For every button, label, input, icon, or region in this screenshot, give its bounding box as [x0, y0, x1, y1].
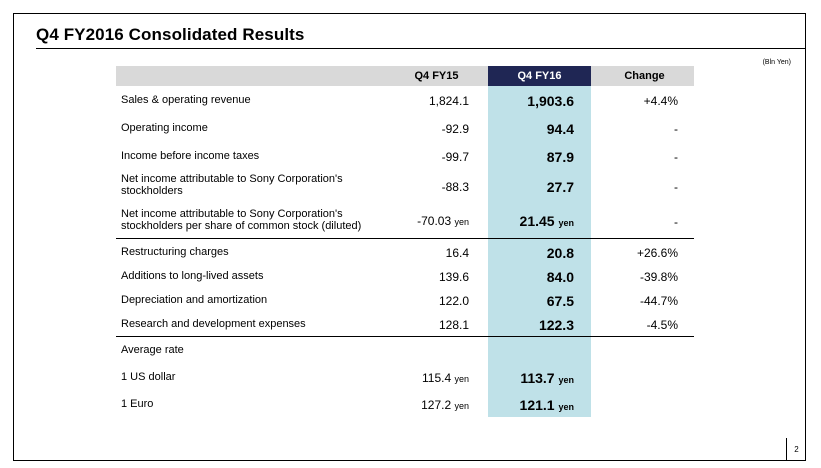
value-current-unit: yen: [558, 402, 574, 412]
value-current-unit: yen: [558, 218, 574, 228]
row-label: 1 US dollar: [121, 371, 176, 383]
current-quarter-column-highlight: [488, 86, 591, 417]
value-current: 27.7: [546, 179, 574, 195]
column-header-change: Change: [624, 70, 665, 82]
value-change: -: [674, 122, 678, 136]
slide-title: Q4 FY2016 Consolidated Results: [36, 25, 305, 44]
row-label: Sales & operating revenue: [121, 94, 251, 106]
value-prev-unit: yen: [454, 401, 469, 411]
value-current: 94.4: [546, 121, 574, 137]
value-prev: -88.3: [441, 180, 469, 194]
section-divider: [116, 336, 694, 337]
value-prev: -99.7: [441, 150, 469, 164]
value-prev-number: -70.03: [417, 214, 452, 228]
row-label: Net income attributable to Sony Corporat…: [121, 208, 362, 232]
row-label: Restructuring charges: [121, 246, 229, 258]
value-change: +26.6%: [636, 246, 678, 260]
value-change: -: [674, 215, 678, 229]
value-prev: 127.2 yen: [421, 398, 469, 412]
average-rate-heading: Average rate: [121, 344, 184, 356]
value-change: -: [674, 150, 678, 164]
row-label: Research and development expenses: [121, 318, 306, 330]
value-prev: 139.6: [438, 270, 469, 284]
row-label: 1 Euro: [121, 398, 154, 410]
row-label: Depreciation and amortization: [121, 294, 268, 306]
value-prev: 1,824.1: [428, 94, 469, 108]
value-change: +4.4%: [643, 94, 678, 108]
value-current: 87.9: [546, 149, 574, 165]
value-change: -4.5%: [646, 318, 678, 332]
value-current: 1,903.6: [527, 93, 574, 109]
unit-label: (Bln Yen): [762, 59, 791, 66]
value-prev: -92.9: [441, 122, 469, 136]
value-current-number: 21.45: [519, 213, 555, 229]
value-current: 67.5: [546, 293, 574, 309]
value-prev-unit: yen: [454, 217, 469, 227]
page-number: 2: [786, 438, 806, 461]
value-prev: 122.0: [438, 294, 469, 308]
value-prev: 128.1: [438, 318, 469, 332]
value-prev-number: 115.4: [422, 371, 452, 385]
value-current: 84.0: [546, 269, 574, 285]
value-prev: -70.03 yen: [417, 214, 469, 228]
value-prev-number: 127.2: [421, 398, 452, 412]
value-current: 113.7 yen: [520, 370, 574, 386]
value-current: 20.8: [546, 245, 574, 261]
value-current-unit: yen: [558, 375, 574, 385]
value-prev-unit: yen: [454, 374, 469, 384]
slide-frame: [13, 13, 806, 461]
value-prev: 16.4: [445, 246, 469, 260]
value-current: 121.1 yen: [520, 397, 574, 413]
value-current-number: 113.7: [520, 370, 555, 386]
row-label: Net income attributable to Sony Corporat…: [121, 173, 343, 197]
row-label: Operating income: [121, 122, 208, 134]
row-label: Additions to long-lived assets: [121, 270, 264, 282]
column-header-current: Q4 FY16: [517, 70, 562, 82]
title-divider: [36, 48, 806, 49]
section-divider: [116, 238, 694, 239]
value-prev: 115.4 yen: [422, 371, 469, 385]
row-label: Income before income taxes: [121, 150, 260, 162]
value-change: -39.8%: [639, 270, 678, 284]
value-change: -44.7%: [639, 294, 678, 308]
column-header-prev: Q4 FY15: [414, 70, 459, 82]
value-change: -: [674, 180, 678, 194]
value-current: 122.3: [538, 317, 574, 333]
value-current-number: 121.1: [519, 397, 555, 413]
current-quarter-header-highlight: [488, 66, 591, 86]
value-current: 21.45 yen: [520, 213, 574, 229]
